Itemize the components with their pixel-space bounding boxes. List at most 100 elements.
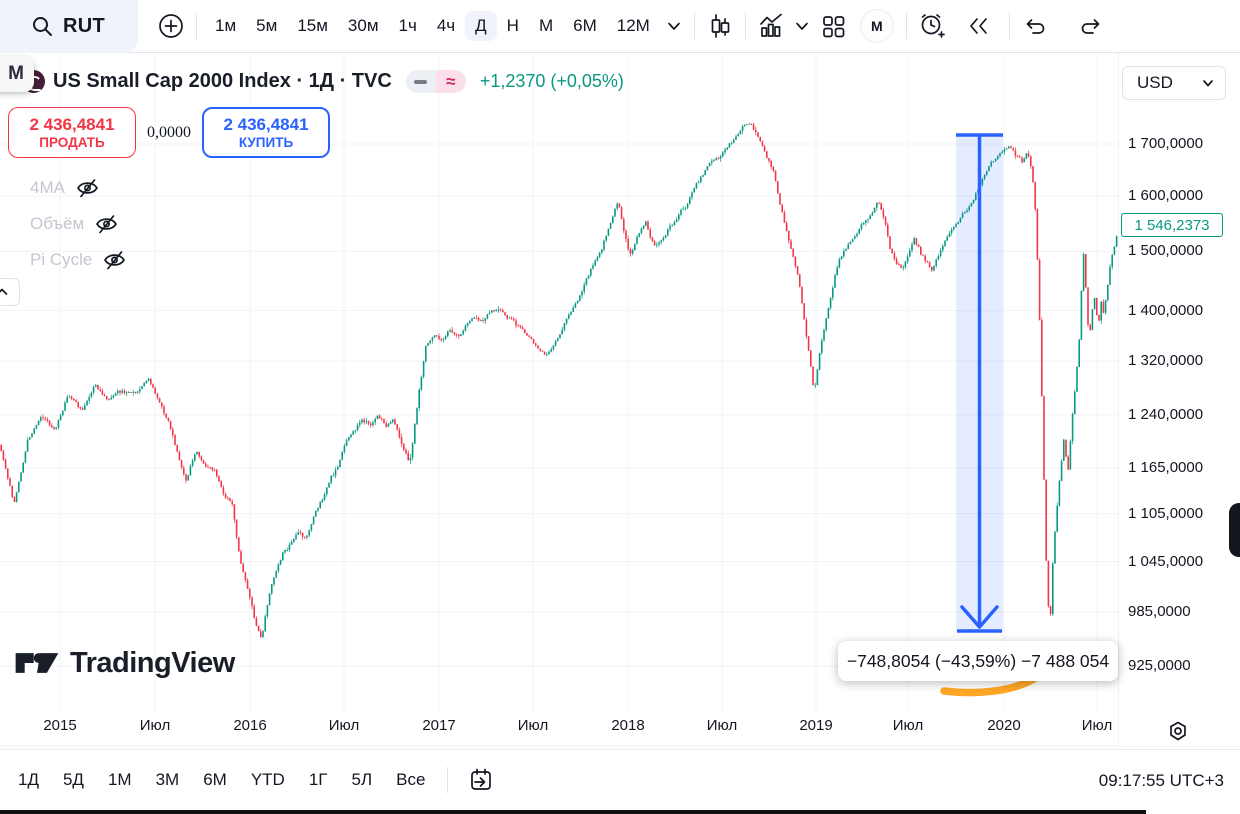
interval-15м[interactable]: 15м	[297, 16, 328, 35]
range-6М[interactable]: 6М	[203, 770, 227, 789]
interval-1м[interactable]: 1м	[215, 16, 237, 35]
bottom-toolbar: 1Д 5Д 1М 3М 6М YTD 1Г 5Л Все 09:17:55 UTC+3	[0, 749, 1240, 810]
calendar-goto-icon	[471, 768, 492, 790]
plus-circle-icon	[159, 14, 183, 38]
goto-date-button[interactable]	[462, 761, 500, 799]
time-tick[interactable]: Июл	[892, 717, 924, 734]
legend-label: 4MA	[30, 178, 65, 197]
interval-1ч[interactable]: 1ч	[398, 16, 417, 35]
range-1М[interactable]: 1М	[107, 770, 132, 789]
interval-5м[interactable]: 5м	[256, 16, 278, 35]
collapsed-right-panel-handle[interactable]	[1229, 503, 1240, 557]
interval-Д[interactable]: Д	[465, 11, 497, 41]
compare-add-button[interactable]	[152, 7, 190, 45]
chart-style-button[interactable]	[701, 7, 739, 45]
tradingview-logo[interactable]: TradingView	[14, 646, 235, 680]
range-5Д[interactable]: 5Д	[62, 770, 84, 789]
search-icon	[33, 17, 52, 36]
interval-30м[interactable]: 30м	[347, 16, 379, 35]
range-5Л[interactable]: 5Л	[351, 770, 373, 789]
time-tick[interactable]: Июл	[1081, 717, 1113, 734]
time-tick[interactable]: 2018	[611, 717, 645, 734]
price-tick: 1 240,0000	[1128, 405, 1204, 423]
price-tick: 1 320,0000	[1128, 352, 1204, 370]
range-1Д[interactable]: 1Д	[18, 770, 39, 789]
interval-group: 1м 5м 15м 30м 1ч 4ч Д Н М 6М 12М	[205, 11, 660, 41]
hexagon-settings-icon	[1170, 721, 1186, 741]
time-tick[interactable]: 2015	[43, 717, 77, 734]
price-tick: 1 500,0000	[1128, 242, 1204, 260]
time-tick[interactable]: 2020	[987, 717, 1021, 734]
time-tick[interactable]: Июл	[328, 717, 360, 734]
dash-icon	[414, 79, 428, 84]
interval-6М[interactable]: 6М	[573, 16, 597, 35]
hide-marks-pill[interactable]	[405, 70, 436, 93]
collapsed-panel-tab[interactable]: M	[0, 56, 34, 92]
spread-value: 0,0000	[147, 123, 191, 141]
price-change: +1,2370 (+0,05%)	[479, 71, 624, 91]
chevron-up-icon	[0, 288, 8, 295]
chart-header: US Small Cap 2000 Index · 1Д · TVC ≈ +1,…	[22, 70, 624, 93]
alert-button[interactable]	[913, 7, 951, 45]
indicators-expand-button[interactable]	[790, 7, 814, 45]
time-tick[interactable]: Июл	[706, 717, 738, 734]
eye-slash-icon[interactable]	[102, 249, 127, 271]
currency-value: USD	[1137, 73, 1173, 92]
price-axis[interactable]: USD 1 700,0000 1 600,0000 1 500,0000 1 400,…	[1119, 53, 1240, 746]
source-toggle[interactable]: ≈	[405, 70, 466, 93]
trade-panel: 2 436,4841 ПРОДАТЬ 0,0000 2 436,4841 КУП…	[8, 107, 330, 158]
redo-button[interactable]	[1072, 7, 1110, 45]
time-tick[interactable]: Июл	[139, 717, 171, 734]
price-tick: 925,0000	[1128, 657, 1191, 675]
price-tick: 1 045,0000	[1128, 552, 1204, 570]
legend-item[interactable]: Pi Cycle	[30, 242, 127, 278]
date-range-group: 1Д 5Д 1М 3М 6М YTD 1Г 5Л Все	[10, 765, 433, 795]
price-tick: 1 700,0000	[1128, 135, 1204, 152]
legend-item[interactable]: Объём	[30, 206, 127, 242]
clock-timezone[interactable]: 09:17:55 UTC+3	[1098, 770, 1224, 790]
alarm-clock-plus-icon	[921, 14, 945, 38]
buy-button[interactable]: 2 436,4841 КУПИТЬ	[202, 107, 330, 158]
top-toolbar: RUT 1м 5м 15м 30м 1ч 4ч Д Н М 6М 12М M	[0, 0, 1240, 53]
time-tick[interactable]: 2019	[799, 717, 833, 734]
axis-settings-button[interactable]	[1167, 720, 1189, 747]
range-3М[interactable]: 3М	[155, 770, 180, 789]
time-tick[interactable]: 2017	[422, 717, 456, 734]
interval-12М[interactable]: 12М	[616, 16, 650, 35]
range-1Г[interactable]: 1Г	[308, 770, 328, 789]
legend-collapse-button[interactable]	[0, 278, 20, 306]
interval-4ч[interactable]: 4ч	[436, 16, 456, 35]
range-Все[interactable]: Все	[396, 770, 426, 789]
approx-pill[interactable]: ≈	[435, 70, 466, 93]
redo-arrow-icon	[1081, 19, 1100, 34]
sell-button[interactable]: 2 436,4841 ПРОДАТЬ	[8, 107, 136, 158]
toolbar-divider	[1008, 13, 1010, 39]
measure-tooltip: −748,8054 (−43,59%) −7 488 054	[838, 641, 1118, 681]
candlestick-icon	[711, 14, 730, 38]
sell-price: 2 436,4841	[29, 114, 115, 134]
chart-title[interactable]: US Small Cap 2000 Index · 1Д · TVC	[53, 70, 392, 92]
symbol-search[interactable]: RUT	[0, 0, 138, 53]
bar-replay-button[interactable]	[959, 7, 997, 45]
time-tick[interactable]: Июл	[517, 717, 549, 734]
legend-item[interactable]: 4MA	[30, 170, 127, 206]
time-tick[interactable]: 2016	[233, 717, 267, 734]
range-YTD[interactable]: YTD	[250, 770, 285, 789]
undo-button[interactable]	[1016, 7, 1054, 45]
layout-badge[interactable]: M	[859, 9, 894, 43]
layout-grid-button[interactable]	[814, 7, 852, 45]
interval-М[interactable]: М	[538, 16, 554, 35]
currency-select[interactable]: USD	[1122, 66, 1226, 100]
tradingview-wordmark: TradingView	[70, 646, 235, 679]
eye-slash-icon[interactable]	[94, 213, 119, 235]
toolbar-divider	[744, 13, 746, 39]
eye-slash-icon[interactable]	[75, 177, 100, 199]
indicators-button[interactable]	[752, 7, 790, 45]
interval-expand-button[interactable]	[660, 7, 688, 45]
interval-Н[interactable]: Н	[506, 16, 519, 35]
chevron-down-icon	[795, 22, 808, 30]
measure-tool[interactable]	[956, 133, 1003, 633]
legend-label: Pi Cycle	[30, 250, 93, 269]
